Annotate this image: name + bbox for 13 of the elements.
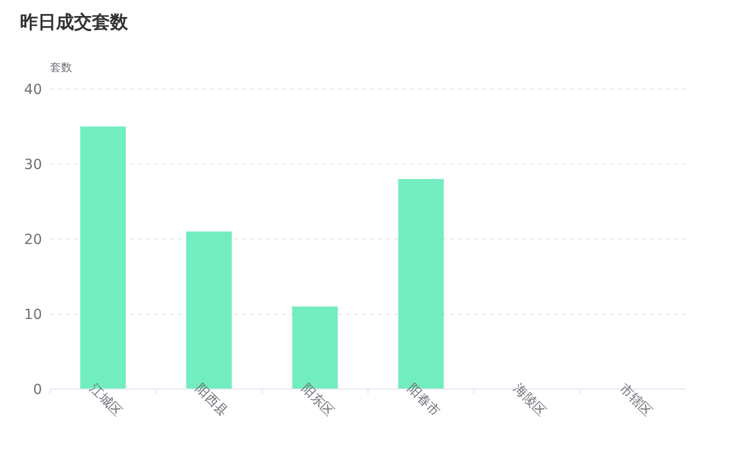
chart-title: 昨日成交套数 [20, 12, 129, 33]
y-tick-label: 30 [24, 157, 42, 173]
y-tick-label: 40 [24, 82, 42, 98]
y-axis-title: 套数 [50, 61, 72, 74]
x-tick-label: 江城区 [86, 381, 125, 420]
x-tick-label: 海陵区 [510, 381, 549, 420]
y-tick-label: 0 [33, 382, 42, 398]
x-tick-label: 阳东区 [298, 381, 337, 420]
y-tick-label: 20 [24, 232, 42, 248]
x-tick-label: 阳西县 [192, 381, 231, 420]
x-tick-label: 市辖区 [616, 381, 655, 420]
y-tick-label: 10 [24, 307, 42, 323]
x-tick-label: 阳春市 [404, 381, 443, 420]
